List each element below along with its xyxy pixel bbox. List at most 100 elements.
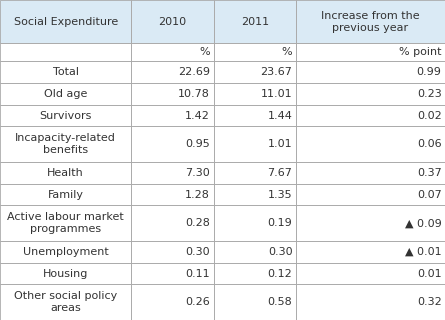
Bar (296, 61, 445, 83)
Bar (0, 61, 131, 83)
Bar (0, 205, 131, 241)
Text: 10.78: 10.78 (178, 89, 210, 99)
Bar (214, 162, 296, 184)
Text: Old age: Old age (44, 89, 87, 99)
Bar (296, 184, 445, 205)
Bar (214, 61, 296, 83)
Bar (0, 241, 131, 263)
Bar (296, 0, 445, 44)
Bar (214, 263, 296, 284)
Text: 1.01: 1.01 (268, 139, 292, 149)
Bar (131, 83, 214, 105)
Text: 0.58: 0.58 (268, 297, 292, 307)
Bar (131, 284, 214, 320)
Text: 0.11: 0.11 (186, 268, 210, 279)
Bar (296, 126, 445, 162)
Bar (131, 0, 214, 44)
Bar (214, 284, 296, 320)
Text: 0.12: 0.12 (268, 268, 292, 279)
Text: Increase from the
previous year: Increase from the previous year (321, 11, 420, 33)
Bar (296, 205, 445, 241)
Bar (131, 284, 214, 320)
Bar (0, 241, 131, 263)
Bar (296, 44, 445, 61)
Text: 0.01: 0.01 (417, 268, 441, 279)
Text: Total: Total (53, 67, 79, 77)
Text: ▲ 0.01: ▲ 0.01 (405, 247, 441, 257)
Bar (0, 263, 131, 284)
Text: 0.28: 0.28 (185, 218, 210, 228)
Text: % point: % point (399, 47, 441, 57)
Bar (0, 184, 131, 205)
Bar (296, 105, 445, 126)
Text: 1.42: 1.42 (185, 110, 210, 121)
Bar (131, 162, 214, 184)
Bar (0, 184, 131, 205)
Bar (214, 83, 296, 105)
Bar (131, 44, 214, 61)
Bar (296, 241, 445, 263)
Bar (0, 105, 131, 126)
Bar (131, 263, 214, 284)
Text: 23.67: 23.67 (261, 67, 292, 77)
Bar (296, 241, 445, 263)
Text: Active labour market
programmes: Active labour market programmes (7, 212, 124, 234)
Bar (131, 61, 214, 83)
Text: Housing: Housing (43, 268, 88, 279)
Bar (214, 284, 296, 320)
Text: Unemployment: Unemployment (23, 247, 109, 257)
Bar (131, 184, 214, 205)
Bar (0, 162, 131, 184)
Bar (0, 263, 131, 284)
Text: 22.69: 22.69 (178, 67, 210, 77)
Bar (214, 126, 296, 162)
Bar (214, 105, 296, 126)
Text: ▲ 0.09: ▲ 0.09 (405, 218, 441, 228)
Text: 0.99: 0.99 (417, 67, 441, 77)
Bar (214, 105, 296, 126)
Text: 0.07: 0.07 (417, 189, 441, 200)
Text: Survivors: Survivors (40, 110, 92, 121)
Bar (296, 0, 445, 44)
Bar (214, 162, 296, 184)
Text: 0.37: 0.37 (417, 168, 441, 178)
Bar (0, 44, 131, 61)
Bar (296, 105, 445, 126)
Bar (0, 44, 131, 61)
Bar (296, 83, 445, 105)
Bar (214, 184, 296, 205)
Text: 2010: 2010 (158, 17, 186, 27)
Bar (214, 241, 296, 263)
Bar (131, 126, 214, 162)
Bar (0, 83, 131, 105)
Bar (131, 162, 214, 184)
Text: 0.95: 0.95 (186, 139, 210, 149)
Bar (214, 0, 296, 44)
Text: 0.02: 0.02 (417, 110, 441, 121)
Bar (214, 44, 296, 61)
Bar (0, 0, 131, 44)
Bar (131, 83, 214, 105)
Bar (0, 83, 131, 105)
Text: 1.35: 1.35 (268, 189, 292, 200)
Text: 0.26: 0.26 (186, 297, 210, 307)
Text: %: % (282, 47, 292, 57)
Text: 7.30: 7.30 (186, 168, 210, 178)
Bar (0, 105, 131, 126)
Text: %: % (199, 47, 210, 57)
Bar (296, 263, 445, 284)
Bar (131, 184, 214, 205)
Bar (0, 205, 131, 241)
Bar (0, 61, 131, 83)
Text: 1.44: 1.44 (267, 110, 292, 121)
Text: Health: Health (47, 168, 84, 178)
Bar (214, 205, 296, 241)
Bar (131, 126, 214, 162)
Bar (131, 205, 214, 241)
Bar (296, 184, 445, 205)
Text: 0.06: 0.06 (417, 139, 441, 149)
Bar (214, 126, 296, 162)
Bar (296, 61, 445, 83)
Text: 0.30: 0.30 (268, 247, 292, 257)
Bar (296, 284, 445, 320)
